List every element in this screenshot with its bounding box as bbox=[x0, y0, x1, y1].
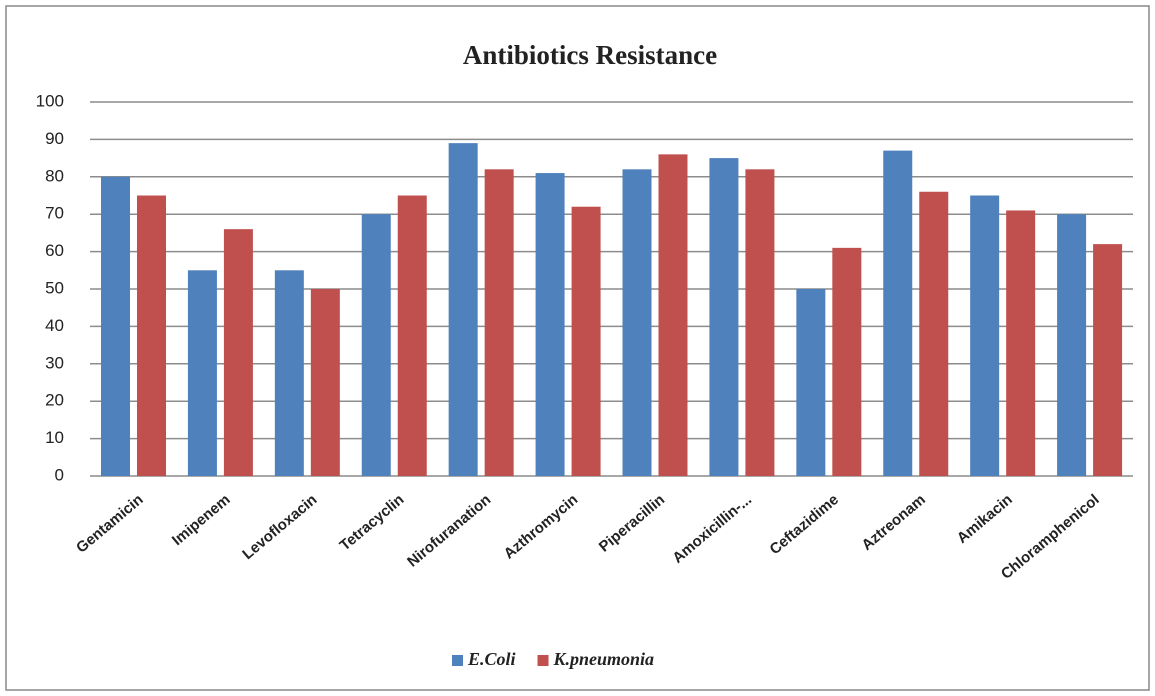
bar bbox=[484, 169, 514, 476]
y-tick-label: 70 bbox=[45, 204, 64, 223]
y-tick-label: 60 bbox=[45, 241, 64, 260]
y-tick-label: 10 bbox=[45, 428, 64, 447]
legend-label: E.Coli bbox=[467, 649, 516, 669]
bar bbox=[622, 169, 652, 476]
y-tick-label: 90 bbox=[45, 129, 64, 148]
bar bbox=[745, 169, 775, 476]
bar bbox=[658, 154, 688, 477]
y-tick-label: 30 bbox=[45, 353, 64, 372]
legend-swatch bbox=[452, 655, 463, 666]
bar bbox=[274, 270, 304, 476]
bar bbox=[1093, 244, 1123, 476]
bar bbox=[361, 214, 391, 476]
bar bbox=[832, 247, 862, 476]
bar bbox=[970, 195, 1000, 476]
bar bbox=[223, 229, 253, 476]
y-tick-label: 0 bbox=[55, 465, 64, 484]
bar bbox=[101, 176, 130, 477]
bar bbox=[397, 195, 427, 476]
bar bbox=[310, 289, 340, 476]
legend-swatch bbox=[537, 655, 549, 666]
bar bbox=[1006, 210, 1036, 476]
bar bbox=[883, 150, 913, 476]
y-tick-label: 20 bbox=[45, 391, 64, 410]
bar bbox=[535, 173, 565, 476]
bar bbox=[919, 191, 949, 476]
bar bbox=[448, 143, 478, 476]
y-tick-label: 50 bbox=[45, 278, 64, 297]
legend-label: K.pneumonia bbox=[553, 649, 655, 669]
bar bbox=[187, 270, 217, 476]
bar bbox=[137, 195, 166, 476]
y-tick-label: 40 bbox=[45, 316, 64, 335]
y-tick-label: 100 bbox=[36, 91, 64, 110]
chart-title: Antibiotics Resistance bbox=[463, 40, 717, 70]
y-tick-label: 80 bbox=[45, 166, 64, 185]
bar bbox=[571, 206, 601, 476]
bar bbox=[796, 289, 826, 476]
bar bbox=[709, 158, 739, 476]
bar bbox=[1057, 214, 1087, 476]
